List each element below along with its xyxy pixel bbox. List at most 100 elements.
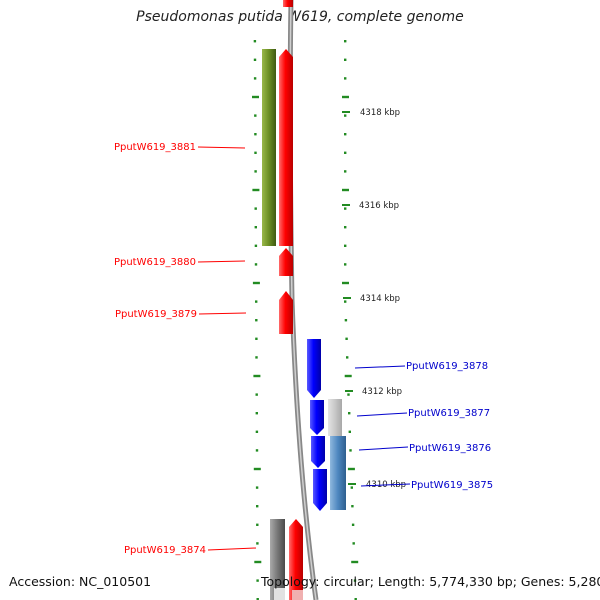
tick-mark (351, 523, 355, 526)
tick-mark (255, 486, 259, 489)
tick-mark (254, 114, 257, 117)
cds-arrow-3877 (310, 400, 324, 435)
leader-3880 (197, 260, 246, 263)
tick-mark (344, 77, 347, 80)
cds-arrow-3874-light (292, 590, 303, 600)
kbp-scale: 4318 kbp 4316 kbp 4314 kbp 4312 kbp 4310… (342, 108, 406, 490)
tick-mark (252, 95, 259, 99)
tick-mark (255, 430, 259, 433)
tick-mark (255, 337, 258, 340)
tick-mark (254, 244, 258, 247)
tick-mark (255, 300, 258, 303)
tick-mark (348, 412, 351, 415)
tick-mark (254, 207, 257, 210)
accession-text: Accession: NC_010501 (9, 574, 152, 589)
leader-3876 (358, 446, 409, 451)
tick-mark (350, 486, 353, 489)
tick-mark (351, 505, 354, 508)
genome-summary-text: Topology: circular; Length: 5,774,330 bp… (261, 574, 600, 589)
genome-backbone (287, 0, 319, 600)
tick-mark (344, 151, 347, 154)
tick-mark (342, 188, 349, 192)
tick-mark (345, 337, 348, 340)
gene-feature-3874-light (274, 588, 285, 600)
tick-mark (254, 263, 258, 266)
cds-arrow-3878 (307, 339, 321, 398)
tick-mark (346, 356, 349, 359)
tick-mark (347, 467, 355, 471)
tick-mark (255, 319, 258, 322)
tick-mark (347, 393, 350, 396)
tick-mark (256, 505, 259, 508)
gene-label-3875[interactable]: PputW619_3875 (411, 480, 493, 491)
tick-mark (256, 579, 259, 582)
tick-mark (253, 58, 257, 61)
tick-mark (348, 430, 351, 433)
feature-light-3877 (328, 399, 342, 436)
leader-3881 (197, 146, 246, 149)
tick-mark (253, 374, 261, 378)
cds-arrow-3881 (279, 49, 293, 246)
tick-marks-left (252, 40, 262, 600)
tick-mark (255, 393, 258, 396)
tick-mark (253, 40, 257, 43)
tick-mark (344, 263, 347, 266)
tick-mark (255, 412, 258, 415)
tick-mark (354, 598, 357, 600)
tick-mark (256, 598, 259, 600)
cds-feature-top (283, 0, 293, 7)
tick-mark (342, 95, 349, 99)
tick-mark (344, 58, 347, 61)
map-title: Pseudomonas putida W619, complete genome (136, 9, 464, 25)
gene-label-3879[interactable]: PputW619_3879 (115, 309, 197, 320)
cds-arrow-3874 (289, 519, 303, 600)
tick-mark (342, 281, 349, 285)
kbp-label-4314: 4314 kbp (360, 294, 400, 304)
tick-mark (344, 244, 347, 247)
cds-arrow-3880 (279, 248, 293, 276)
leader-3879 (198, 312, 247, 315)
tick-mark (253, 77, 257, 80)
tick-mark (254, 151, 257, 154)
tick-mark (254, 170, 257, 173)
tick-mark (254, 560, 262, 564)
tick-mark (344, 374, 352, 378)
tick-mark (344, 319, 348, 322)
tick-mark (256, 523, 259, 526)
tick-mark (353, 579, 357, 582)
gene-feature-3874 (270, 519, 285, 600)
tick-mark (344, 207, 347, 210)
gene-label-3877[interactable]: PputW619_3877 (408, 408, 490, 419)
tick-mark (252, 188, 260, 192)
tick-mark (344, 226, 347, 229)
tick-mark (253, 467, 261, 471)
leader-3874 (207, 547, 257, 551)
tick-mark (352, 542, 355, 545)
tick-mark (344, 114, 347, 117)
tick-mark (344, 133, 347, 136)
tick-mark (252, 281, 260, 285)
leader-3875 (360, 483, 411, 487)
gene-label-3881[interactable]: PputW619_3881 (114, 142, 196, 153)
leader-3878 (354, 365, 406, 369)
gene-label-3876[interactable]: PputW619_3876 (409, 443, 491, 454)
gene-label-3874[interactable]: PputW619_3874 (124, 545, 206, 556)
gene-label-3880[interactable]: PputW619_3880 (114, 257, 196, 268)
tick-mark (254, 133, 257, 136)
gene-labels: PputW619_3881 PputW619_3880 PputW619_387… (114, 142, 493, 556)
kbp-label-4318: 4318 kbp (360, 108, 400, 118)
tick-mark (255, 356, 258, 359)
cds-arrow-3875 (313, 469, 327, 511)
gene-label-3878[interactable]: PputW619_3878 (406, 361, 488, 372)
tick-mark (255, 449, 259, 452)
leader-3877 (356, 412, 408, 417)
tick-mark (344, 300, 347, 303)
cds-arrow-3876 (311, 436, 325, 468)
gene-feature-3881 (262, 49, 276, 246)
tick-mark (254, 226, 257, 229)
similarity-feature (330, 436, 346, 510)
tick-marks-right (342, 40, 359, 600)
kbp-label-4312: 4312 kbp (362, 387, 402, 397)
cds-arrow-3879 (279, 291, 293, 334)
tick-mark (344, 40, 347, 43)
